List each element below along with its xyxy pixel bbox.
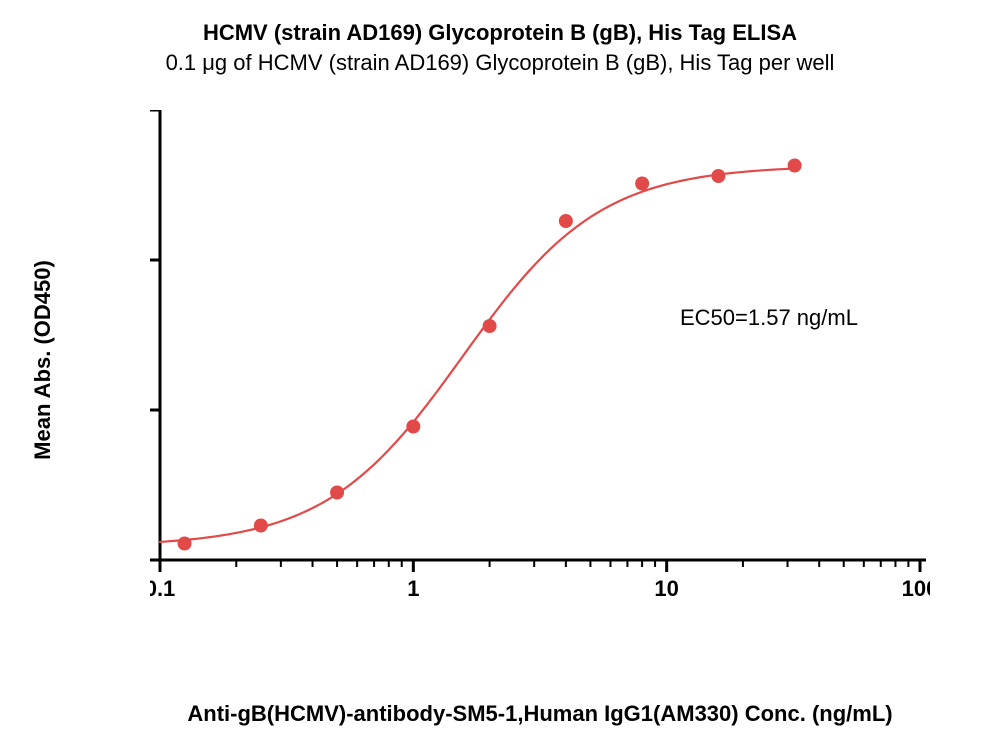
x-tick-label: 100 — [902, 576, 930, 601]
x-tick-label: 10 — [654, 576, 678, 601]
chart-title-sub: 0.1 μg of HCMV (strain AD169) Glycoprote… — [0, 50, 1000, 76]
fit-curve — [160, 169, 795, 542]
data-point — [559, 214, 573, 228]
ec50-annotation: EC50=1.57 ng/mL — [680, 305, 858, 331]
x-axis-label: Anti-gB(HCMV)-antibody-SM5-1,Human IgG1(… — [150, 701, 930, 727]
data-point — [483, 319, 497, 333]
plot-svg: 01230.1110100 — [150, 110, 930, 610]
data-point — [330, 486, 344, 500]
data-point — [254, 519, 268, 533]
title-block: HCMV (strain AD169) Glycoprotein B (gB),… — [0, 20, 1000, 76]
x-tick-label: 0.1 — [150, 576, 175, 601]
plot-area: 01230.1110100 — [150, 110, 930, 610]
data-point — [711, 169, 725, 183]
data-point — [406, 420, 420, 434]
chart-container: HCMV (strain AD169) Glycoprotein B (gB),… — [0, 0, 1000, 749]
data-point — [788, 159, 802, 173]
data-point — [178, 537, 192, 551]
x-tick-label: 1 — [407, 576, 419, 601]
y-axis-label: Mean Abs. (OD450) — [30, 110, 70, 610]
data-point — [635, 177, 649, 191]
chart-title-main: HCMV (strain AD169) Glycoprotein B (gB),… — [0, 20, 1000, 46]
